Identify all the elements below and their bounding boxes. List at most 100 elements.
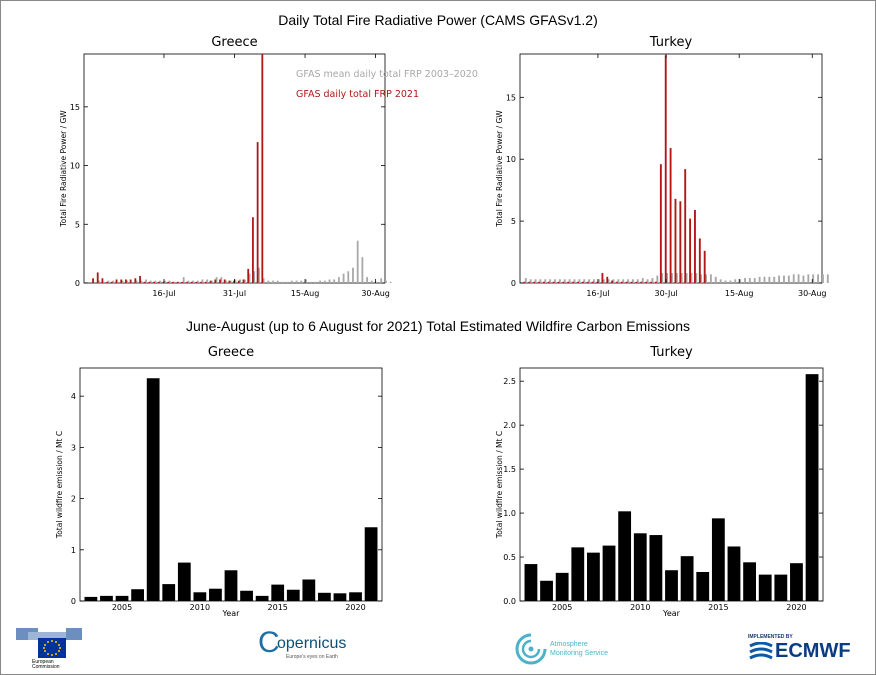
daily-2021-bar (698, 238, 701, 283)
main-title: Daily Total Fire Radiative Power (CAMS G… (278, 12, 598, 28)
x-tick-label: 16-Jul (152, 289, 175, 298)
mean-bar (748, 278, 751, 283)
emission-bar (758, 574, 772, 601)
mean-bar (812, 274, 815, 283)
mean-bar (671, 273, 673, 283)
y-tick-label: 2.5 (503, 377, 516, 386)
mean-bar (544, 279, 547, 283)
emission-bar (602, 545, 616, 601)
mean-bar (286, 281, 289, 283)
x-axis-label: Year (222, 609, 241, 618)
x-tick-label: 30-Jul (655, 289, 678, 298)
emission-bar (364, 527, 378, 601)
mean-bar (290, 280, 293, 283)
chart-title: Turkey (649, 345, 693, 360)
daily-2021-bar (630, 281, 633, 283)
mean-bar (617, 279, 620, 283)
daily-2021-bar (694, 209, 696, 283)
emission-bar (680, 556, 694, 601)
emission-bar (571, 547, 585, 601)
daily-2021-bar (620, 281, 623, 283)
x-tick-label: 2015 (268, 603, 288, 612)
daily-2021-bar (572, 281, 575, 283)
copernicus-c: C (258, 626, 280, 659)
mean-bar (583, 279, 586, 283)
mean-bar (792, 274, 795, 283)
x-tick-label: 2015 (708, 603, 728, 612)
mean-bar (234, 279, 237, 283)
mean-bar (768, 276, 771, 283)
emission-bar (790, 563, 803, 601)
daily-2021-bar (176, 281, 179, 283)
mean-bar (568, 279, 571, 283)
mean-bar (163, 280, 166, 283)
daily-2021-bar (209, 280, 212, 283)
plot-frame (79, 367, 383, 602)
daily-2021-bar (655, 281, 657, 283)
mean-bar (534, 279, 537, 283)
mean-bar (154, 280, 157, 283)
mean-bar (632, 279, 634, 283)
daily-2021-bar (528, 281, 531, 283)
mean-bar (787, 275, 790, 283)
mean-bar (375, 281, 378, 283)
daily-2021-bar (659, 164, 662, 283)
emission-bar (177, 562, 191, 601)
daily-2021-bar (567, 281, 570, 283)
x-axis-label: Year (662, 609, 681, 618)
mean-bar (145, 279, 147, 283)
emission-bar (727, 546, 741, 601)
mean-bar (807, 274, 810, 283)
mean-bar (314, 281, 317, 283)
emission-bar (240, 590, 253, 601)
daily-2021-bar (538, 281, 541, 283)
x-tick-label: 2020 (345, 603, 365, 612)
mean-bar (602, 279, 605, 283)
daily-2021-bar (204, 281, 207, 283)
mean-bar (319, 280, 321, 283)
daily-2021-bar (120, 279, 123, 283)
daily-2021-bar (110, 281, 113, 283)
mean-bar (206, 279, 209, 283)
mean-bar (773, 276, 776, 283)
chart-panel-0: Greece Total Fire Radiative Power / GW 0 5 1… (59, 35, 478, 298)
ecmwf-logo: IMPLEMENTED BY ECMWF (748, 634, 858, 666)
daily-2021-bar (606, 276, 609, 283)
mean-bar (705, 274, 707, 283)
x-tick-label: 31-Jul (223, 289, 246, 298)
mean-bar (739, 279, 742, 283)
daily-2021-bar (703, 250, 706, 283)
emission-bar (193, 592, 207, 601)
mean-bar (783, 275, 785, 283)
y-tick-label: 0.5 (503, 553, 516, 562)
mean-bar (328, 279, 331, 283)
daily-2021-bar (664, 55, 667, 283)
mean-bar (178, 281, 180, 283)
daily-2021-bar (674, 198, 677, 283)
y-tick-label: 2 (71, 495, 76, 504)
mean-bar (651, 278, 654, 283)
x-tick-label: 15-Aug (291, 289, 320, 298)
mean-bar (656, 275, 659, 283)
mean-bar (168, 280, 171, 283)
chart-title: Turkey (649, 35, 693, 50)
x-tick-label: 30-Aug (798, 289, 827, 298)
mean-bar (753, 278, 756, 283)
x-tick-label: 30-Aug (361, 289, 390, 298)
mean-bar (524, 278, 527, 283)
daily-2021-bar (577, 281, 579, 283)
emission-bar (302, 579, 316, 601)
mean-bar (276, 280, 279, 283)
chart-panel-1: Turkey Total Fire Radiative Power / GW 0 5 1… (495, 35, 829, 298)
emission-bar (209, 588, 222, 601)
mean-bar (573, 279, 576, 283)
mean-bar (173, 281, 176, 283)
mean-bar (201, 279, 204, 283)
mean-bar (802, 275, 805, 283)
daily-2021-bar (190, 281, 193, 283)
emission-bar (696, 571, 710, 601)
mean-bar (107, 280, 110, 283)
emission-bar (318, 592, 331, 601)
legend-2021-label: GFAS daily total FRP 2021 (296, 89, 419, 100)
mean-bar (248, 273, 251, 283)
